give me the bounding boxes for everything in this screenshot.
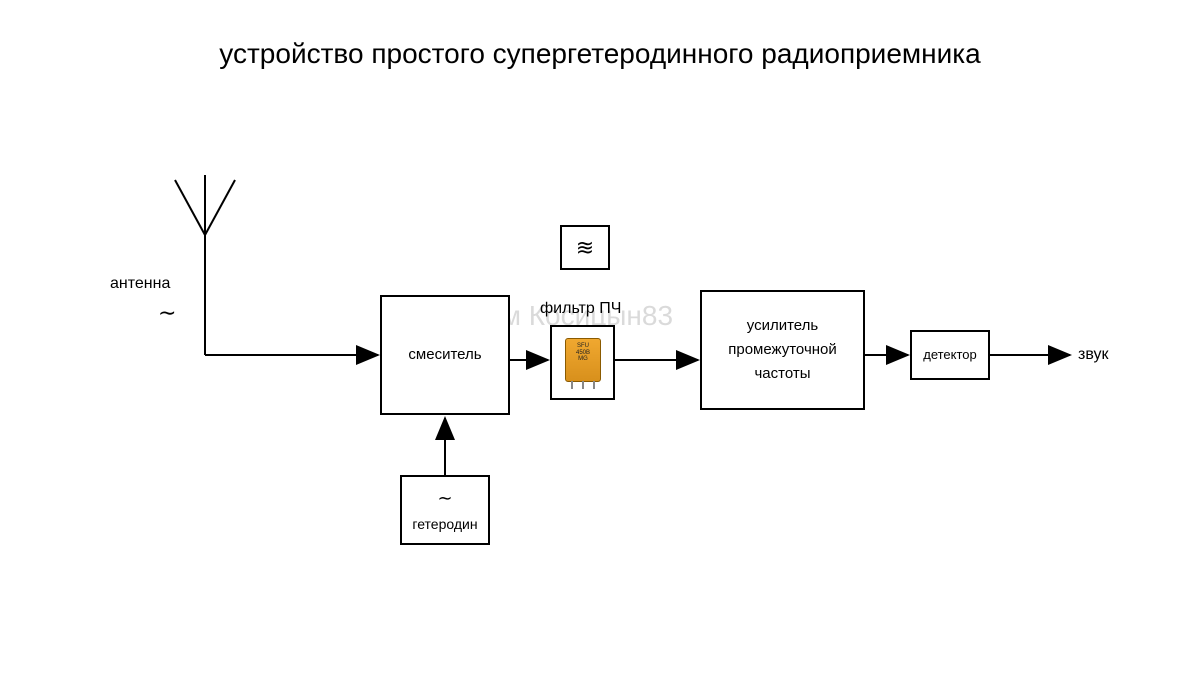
heterodyne-block: ∼ гетеродин xyxy=(400,475,490,545)
detector-block: детектор xyxy=(910,330,990,380)
detector-text: детектор xyxy=(923,345,977,366)
wave-icon: ≋ xyxy=(576,230,594,265)
wave-symbol-box: ≋ xyxy=(560,225,610,270)
sound-label: звук xyxy=(1078,346,1108,364)
if-amp-line1: усилитель xyxy=(747,314,818,338)
filter-if-label: фильтр ПЧ xyxy=(540,300,621,318)
antenna-wave-icon: ∼ xyxy=(158,300,176,326)
if-amp-line3: частоты xyxy=(754,362,810,386)
filter-component-text: SFU 450B MG xyxy=(576,343,590,362)
mixer-text: смеситель xyxy=(408,343,481,367)
heterodyne-wave-icon: ∼ xyxy=(437,484,452,513)
if-amplifier-block: усилитель промежуточной частоты xyxy=(700,290,865,410)
mixer-block: смеситель xyxy=(380,295,510,415)
diagram-title: устройство простого супергетеродинного р… xyxy=(0,38,1200,70)
if-amp-line2: промежуточной xyxy=(728,338,837,362)
antenna-label: антенна xyxy=(110,275,170,293)
filter-component-icon: SFU 450B MG xyxy=(565,338,601,382)
heterodyne-text: гетеродин xyxy=(412,513,477,535)
antenna-icon xyxy=(175,175,235,355)
